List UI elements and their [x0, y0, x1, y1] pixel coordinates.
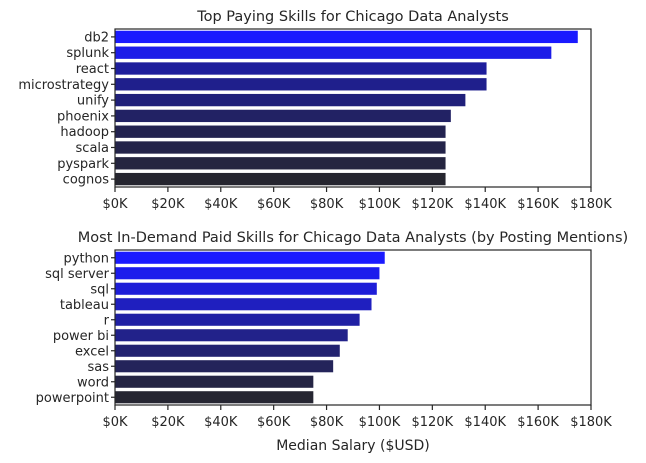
chart-1-category-label: hadoop: [60, 125, 109, 140]
chart-2-x-tick-label: $0K: [102, 415, 128, 430]
chart-1-bar-unify: [115, 93, 466, 107]
chart-1-category-label: react: [76, 62, 109, 77]
chart-2-category-label: excel: [75, 344, 109, 359]
chart-1-axes-frame: [114, 28, 592, 188]
chart-2-x-tick-label: $60K: [257, 415, 291, 430]
chart-1-x-tick-label: $80K: [310, 197, 344, 212]
chart-2-title: Most In-Demand Paid Skills for Chicago D…: [78, 230, 628, 246]
chart-1-category-label: scala: [76, 141, 109, 156]
chart-2-bar-powerpoint: [115, 391, 314, 404]
chart-1-title: Top Paying Skills for Chicago Data Analy…: [196, 9, 509, 25]
chart-1-category-label: splunk: [66, 46, 109, 61]
chart-2-x-axis-label: Median Salary ($USD): [276, 438, 430, 454]
chart-2-bar-tableau: [115, 298, 372, 311]
chart-1-category-label: phoenix: [57, 109, 109, 124]
chart-2-category-label: powerpoint: [36, 391, 109, 406]
chart-1-x-tick-label: $180K: [570, 197, 612, 212]
chart-2-category-label: word: [77, 375, 109, 390]
chart-2-x-tick-label: $120K: [412, 415, 454, 430]
chart-2: Most In-Demand Paid Skills for Chicago D…: [36, 230, 629, 454]
chart-2-x-tick-label: $40K: [204, 415, 238, 430]
chart-1-x-tick-label: $20K: [151, 197, 185, 212]
chart-2-category-label: sas: [87, 360, 109, 375]
chart-2-category-label: power bi: [53, 329, 109, 344]
chart-2-category-label: sql: [90, 282, 109, 297]
chart-1-bar-db2: [115, 30, 578, 44]
chart-2-bar-python: [115, 251, 385, 264]
chart-2-bar-excel: [115, 344, 340, 357]
chart-1-x-tick-label: $120K: [412, 197, 454, 212]
chart-1-bar-cognos: [115, 172, 446, 186]
chart-2-bar-word: [115, 375, 314, 388]
chart-2-bar-power-bi: [115, 329, 348, 342]
chart-2-x-tick-label: $140K: [464, 415, 506, 430]
chart-1-x-tick-label: $0K: [102, 197, 128, 212]
chart-2-axes-frame: [114, 249, 592, 406]
chart-1-bar-scala: [115, 141, 446, 154]
chart-2-category-label: tableau: [60, 298, 109, 313]
chart-2-bar-sql: [115, 282, 377, 295]
chart-2-bar-r: [115, 313, 360, 326]
chart-2-category-label: python: [64, 251, 109, 266]
chart-1-bar-microstrategy: [115, 78, 487, 91]
chart-1-x-tick-label: $40K: [204, 197, 238, 212]
chart-1-x-tick-label: $160K: [517, 197, 559, 212]
chart-2-category-label: r: [104, 313, 110, 328]
chart-1-x-tick-label: $100K: [359, 197, 401, 212]
chart-2-category-label: sql server: [45, 267, 110, 282]
chart-2-x-tick-label: $80K: [310, 415, 344, 430]
chart-2-x-tick-label: $20K: [151, 415, 185, 430]
chart-1-x-tick-label: $140K: [464, 197, 506, 212]
chart-1-category-label: microstrategy: [18, 78, 109, 93]
chart-1-bar-pyspark: [115, 157, 446, 170]
chart-1: Top Paying Skills for Chicago Data Analy…: [18, 9, 612, 212]
chart-1-category-label: pyspark: [57, 157, 109, 172]
chart-2-x-tick-label: $160K: [517, 415, 559, 430]
chart-1-category-label: db2: [84, 30, 109, 45]
chart-2-x-tick-label: $100K: [359, 415, 401, 430]
chart-1-bar-hadoop: [115, 125, 446, 138]
chart-1-category-label: unify: [77, 94, 109, 109]
chart-1-bar-phoenix: [115, 109, 451, 123]
chart-2-bar-sas: [115, 360, 334, 373]
chart-2-x-tick-label: $180K: [570, 415, 612, 430]
chart-2-bar-sql-server: [115, 267, 380, 280]
chart-1-bar-react: [115, 62, 487, 75]
chart-1-x-tick-label: $60K: [257, 197, 291, 212]
chart-1-bar-splunk: [115, 46, 552, 59]
chart-1-category-label: cognos: [63, 173, 110, 188]
